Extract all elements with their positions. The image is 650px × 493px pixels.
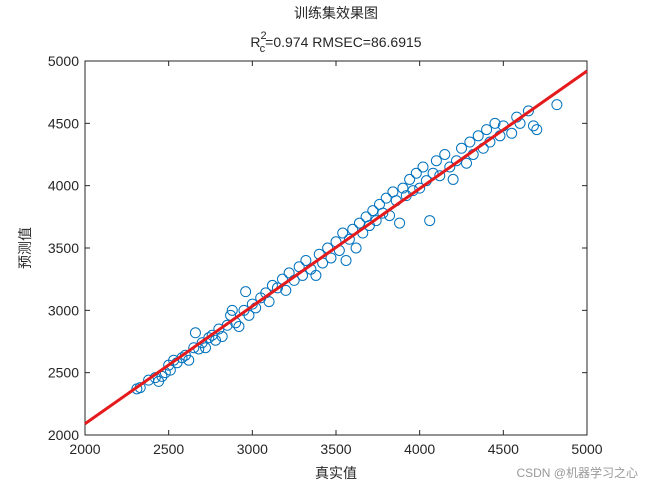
x-tick-label: 4500 — [488, 441, 519, 457]
y-axis-label: 预测值 — [18, 227, 34, 269]
data-point — [434, 170, 446, 182]
data-point — [447, 173, 459, 185]
fit-line — [84, 69, 588, 426]
y-tick-label: 4000 — [48, 178, 79, 194]
data-point — [464, 136, 476, 148]
x-tick-label: 5000 — [571, 441, 602, 457]
y-tick-label: 5000 — [48, 53, 79, 69]
data-point — [444, 161, 456, 173]
data-point — [481, 124, 493, 136]
y-tick-label: 2500 — [48, 365, 79, 381]
data-point — [350, 242, 362, 254]
data-point — [168, 354, 180, 366]
data-point — [188, 342, 200, 354]
data-point — [325, 252, 337, 264]
watermark: CSDN @机器学习之心 — [516, 465, 638, 480]
data-point — [461, 157, 473, 169]
data-point — [310, 269, 322, 281]
x-tick-label: 3500 — [320, 441, 351, 457]
data-point — [489, 117, 501, 129]
data-point — [203, 332, 215, 344]
data-point — [233, 321, 245, 333]
data-point — [343, 233, 355, 245]
data-point — [370, 215, 382, 227]
chart-title: 训练集效果图 — [294, 5, 378, 22]
data-point — [367, 205, 379, 217]
y-tick-label: 3000 — [48, 302, 79, 318]
data-point — [456, 142, 467, 154]
data-point — [527, 120, 539, 132]
data-point — [183, 354, 195, 366]
data-point — [240, 286, 252, 298]
data-point — [226, 304, 238, 316]
data-point — [210, 334, 222, 346]
data-point — [280, 284, 292, 296]
x-axis-label: 真实值 — [315, 466, 357, 482]
data-point — [430, 155, 442, 167]
chart-subtitle: R2 c=0.974 RMSEC=86.6915 — [250, 30, 421, 55]
data-point — [551, 99, 563, 111]
data-point — [410, 167, 422, 179]
x-tick-label: 2000 — [69, 441, 100, 457]
data-point — [199, 342, 211, 354]
subtitle-base: R — [250, 34, 260, 50]
data-point — [263, 296, 275, 308]
data-point — [283, 267, 295, 279]
x-tick-label: 3000 — [237, 441, 268, 457]
data-point — [337, 227, 349, 239]
data-point — [377, 207, 389, 219]
y-tick-label: 2000 — [48, 427, 79, 443]
y-tick-label: 3500 — [48, 240, 79, 256]
data-point — [353, 217, 365, 229]
data-point — [404, 173, 416, 185]
data-point — [216, 331, 228, 343]
subtitle-sup: 2 — [261, 30, 267, 42]
data-point — [506, 127, 518, 139]
data-point — [397, 182, 409, 194]
subtitle-rest: =0.974 RMSEC=86.6915 — [265, 34, 422, 50]
data-point — [424, 215, 436, 227]
data-point — [417, 161, 429, 173]
data-point — [300, 254, 312, 266]
data-point — [189, 327, 201, 339]
x-tick-label: 4000 — [404, 441, 435, 457]
data-point — [340, 254, 352, 266]
data-point — [394, 217, 406, 229]
data-point — [531, 124, 543, 136]
data-point — [380, 192, 392, 204]
x-tick-label: 2500 — [153, 441, 184, 457]
subtitle-sub: c — [260, 43, 266, 55]
data-point — [414, 182, 426, 194]
data-point — [221, 319, 233, 331]
data-point — [271, 282, 283, 294]
data-point — [439, 149, 451, 160]
data-point — [522, 105, 534, 117]
data-point — [472, 130, 484, 142]
y-tick-label: 4500 — [48, 115, 79, 131]
